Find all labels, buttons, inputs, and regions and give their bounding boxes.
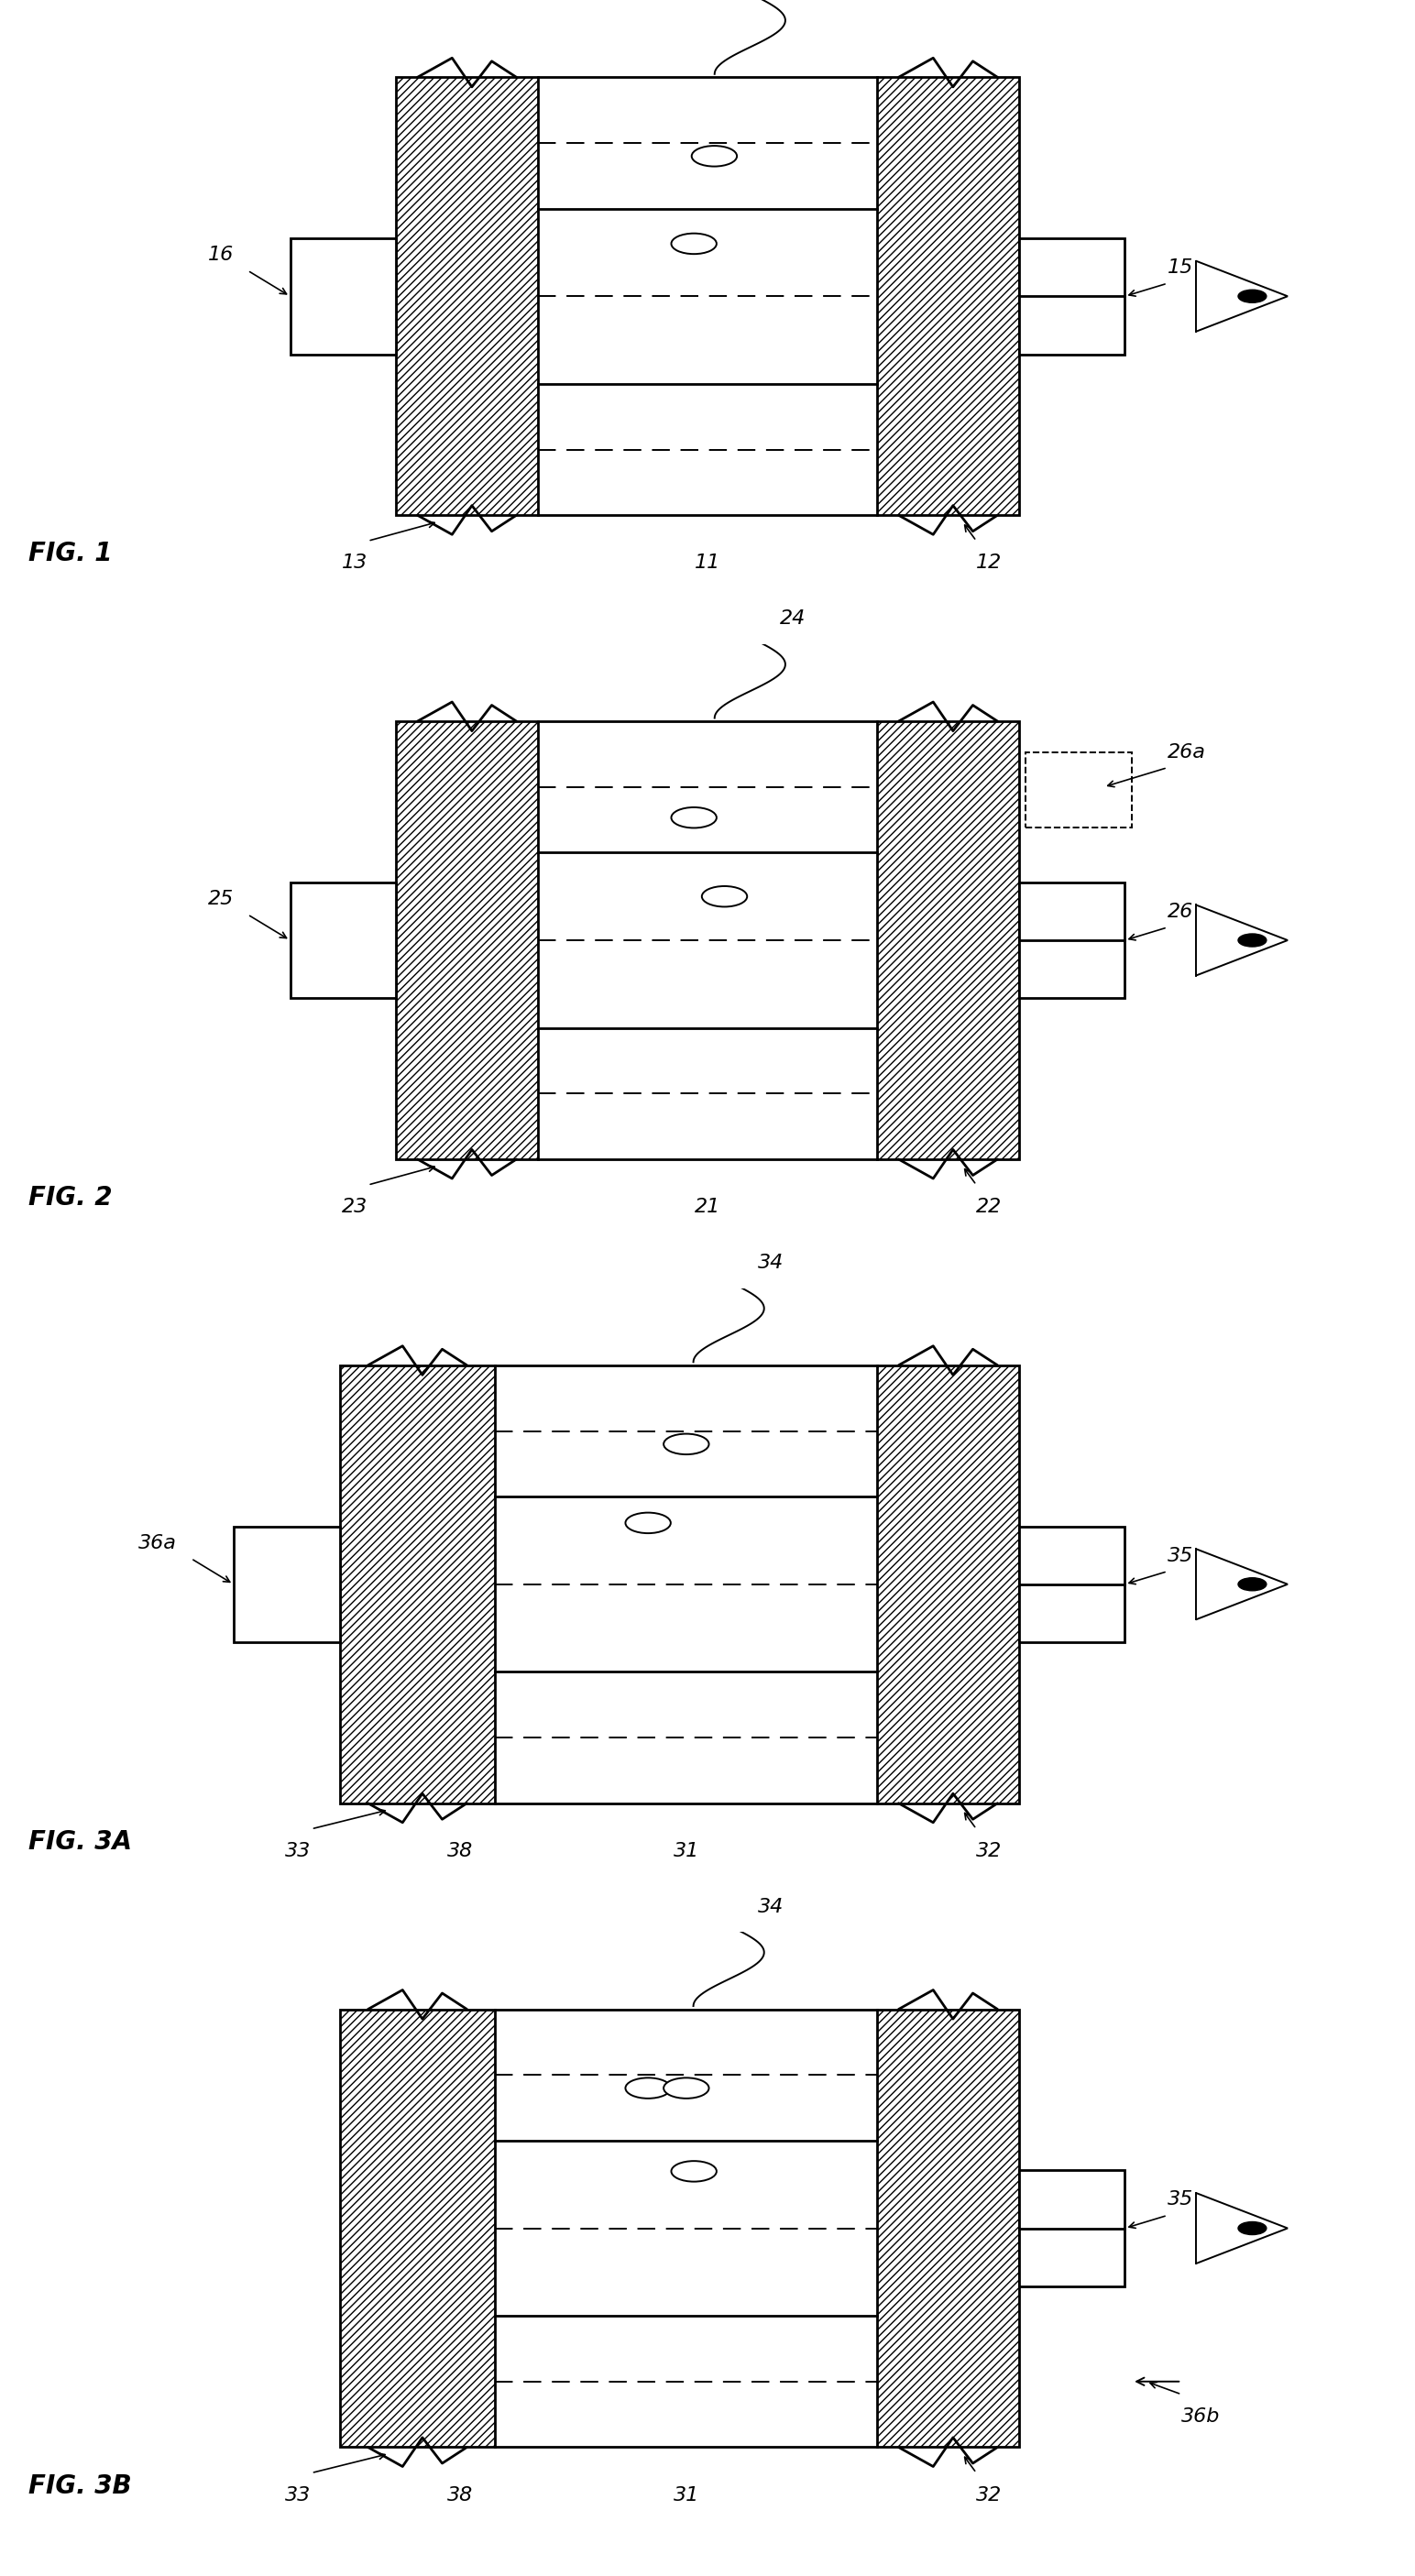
Text: 35: 35 — [1167, 2190, 1193, 2208]
Text: 32: 32 — [976, 2486, 1002, 2504]
Text: FIG. 3B: FIG. 3B — [28, 2473, 132, 2499]
Circle shape — [1238, 1577, 1266, 1589]
Text: 22: 22 — [976, 1198, 1002, 1216]
Circle shape — [1238, 289, 1266, 304]
Bar — [877, 77, 1019, 515]
Circle shape — [664, 1435, 709, 1455]
Circle shape — [671, 806, 716, 827]
Bar — [877, 1365, 1019, 1803]
Bar — [1019, 240, 1125, 353]
Text: 31: 31 — [674, 1842, 699, 1860]
Circle shape — [664, 2079, 709, 2099]
Text: FIG. 2: FIG. 2 — [28, 1185, 112, 1211]
Bar — [877, 721, 1019, 1159]
Text: 34: 34 — [758, 1899, 784, 1917]
Bar — [233, 1525, 340, 1643]
Circle shape — [1238, 2221, 1266, 2233]
Bar — [340, 2009, 495, 2447]
Bar — [877, 2009, 1019, 2447]
Circle shape — [671, 2161, 716, 2182]
Bar — [1026, 752, 1132, 827]
Circle shape — [625, 2079, 671, 2099]
Text: 12: 12 — [976, 554, 1002, 572]
Bar — [396, 77, 538, 515]
Text: 26: 26 — [1167, 902, 1193, 922]
Bar — [877, 1365, 1019, 1803]
Bar — [396, 721, 538, 1159]
Circle shape — [625, 1512, 671, 1533]
Bar — [396, 77, 538, 515]
Circle shape — [671, 234, 716, 255]
Bar — [877, 2009, 1019, 2447]
Text: 31: 31 — [674, 2486, 699, 2504]
Bar — [877, 77, 1019, 515]
Circle shape — [692, 147, 737, 167]
Text: 11: 11 — [695, 554, 720, 572]
Text: 16: 16 — [208, 245, 233, 265]
Bar — [340, 1365, 495, 1803]
Text: 15: 15 — [1167, 258, 1193, 278]
Circle shape — [702, 886, 747, 907]
Text: 38: 38 — [447, 2486, 473, 2504]
Text: FIG. 3A: FIG. 3A — [28, 1829, 132, 1855]
Text: 34: 34 — [758, 1255, 784, 1273]
Text: 33: 33 — [286, 2486, 311, 2504]
Bar — [1019, 881, 1125, 997]
Bar — [290, 881, 396, 997]
Text: 23: 23 — [342, 1198, 368, 1216]
Text: 36a: 36a — [139, 1533, 177, 1551]
Text: 35: 35 — [1167, 1546, 1193, 1564]
Text: 32: 32 — [976, 1842, 1002, 1860]
Bar — [877, 721, 1019, 1159]
Text: 38: 38 — [447, 1842, 473, 1860]
Bar — [340, 1365, 495, 1803]
Text: FIG. 1: FIG. 1 — [28, 541, 112, 567]
Text: 36b: 36b — [1182, 2406, 1220, 2427]
Text: 26a: 26a — [1167, 742, 1206, 762]
Bar — [1019, 1525, 1125, 1643]
Text: 21: 21 — [695, 1198, 720, 1216]
Bar — [396, 721, 538, 1159]
Bar — [290, 240, 396, 353]
Bar — [340, 2009, 495, 2447]
Text: 13: 13 — [342, 554, 368, 572]
Text: 33: 33 — [286, 1842, 311, 1860]
Bar — [1019, 2169, 1125, 2287]
Text: 25: 25 — [208, 889, 233, 909]
Text: 24: 24 — [780, 611, 805, 629]
Circle shape — [1238, 935, 1266, 945]
